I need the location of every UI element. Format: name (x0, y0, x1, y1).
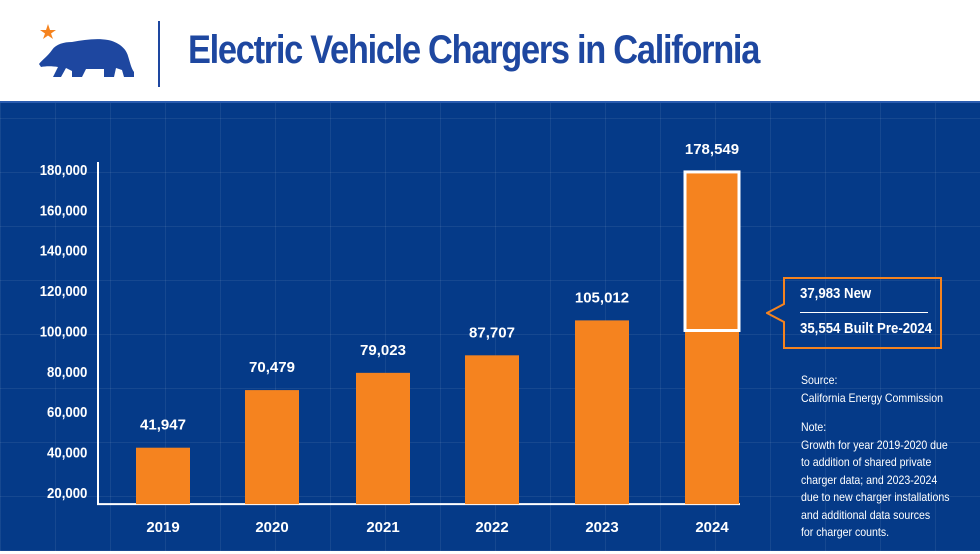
y-tick-label: 120,000 (40, 282, 88, 299)
callout-2024: 37,983 New 35,554 Built Pre-2024 (766, 277, 942, 349)
y-tick-label: 160,000 (40, 202, 88, 219)
highlight-box-2024 (683, 170, 741, 333)
note-line: and additional data sources (801, 507, 931, 522)
bar-chart: 20,000 40,000 60,000 80,000 100,000 120,000 14… (40, 141, 741, 536)
california-bear-logo (39, 24, 134, 77)
x-tick-label: 2023 (585, 519, 618, 536)
note-line: to addition of shared private (801, 455, 932, 469)
data-label: 87,707 (469, 324, 515, 341)
y-tick-label: 20,000 (47, 484, 87, 501)
data-label: 105,012 (575, 289, 629, 306)
callout-border (766, 277, 942, 349)
callout-new: 37,983 New (800, 285, 872, 302)
bar-2021 (356, 372, 410, 505)
callout-pre-2024: 35,554 Built Pre-2024 (800, 320, 933, 337)
chart-area: 20,000 40,000 60,000 80,000 100,000 120,000 14… (0, 101, 980, 551)
y-tick-label: 180,000 (40, 161, 88, 178)
star-icon (40, 24, 56, 39)
x-tick-label: 2020 (255, 519, 288, 536)
y-tick-label: 100,000 (40, 323, 88, 340)
source-label: Source: (801, 373, 838, 387)
y-tick-label: 60,000 (47, 403, 87, 420)
notes: Source: California Energy Commission Note… (801, 372, 950, 554)
bear-icon (39, 39, 134, 77)
x-tick-label: 2022 (475, 519, 508, 536)
note-line: Growth for year 2019-2020 due (801, 437, 948, 452)
note-line: for charger counts. (801, 525, 890, 539)
bar-2023 (575, 320, 629, 505)
y-tick-label: 140,000 (40, 242, 88, 259)
note-line: charger data; and 2023-2024 (801, 472, 938, 487)
header-divider (158, 21, 160, 87)
x-tick-label: 2024 (695, 519, 729, 536)
note-label: Note: (801, 420, 827, 434)
bar-2019 (136, 447, 190, 505)
data-label: 41,947 (140, 417, 186, 434)
bar-2020 (245, 390, 299, 505)
bar-2022 (465, 355, 519, 505)
data-label: 70,479 (249, 359, 295, 376)
data-label: 79,023 (360, 342, 406, 359)
note-line: due to new charger installations (801, 490, 950, 504)
header: Electric Vehicle Chargers in California (0, 0, 980, 101)
source-text: California Energy Commission (801, 390, 944, 405)
callout-separator (800, 312, 928, 313)
x-tick-label: 2019 (146, 519, 179, 536)
page-title: Electric Vehicle Chargers in California (188, 28, 760, 72)
data-label: 178,549 (685, 141, 739, 158)
y-tick-label: 40,000 (47, 444, 87, 461)
x-tick-label: 2021 (366, 519, 399, 536)
y-tick-label: 80,000 (47, 363, 87, 380)
bar-2024 (685, 171, 739, 505)
